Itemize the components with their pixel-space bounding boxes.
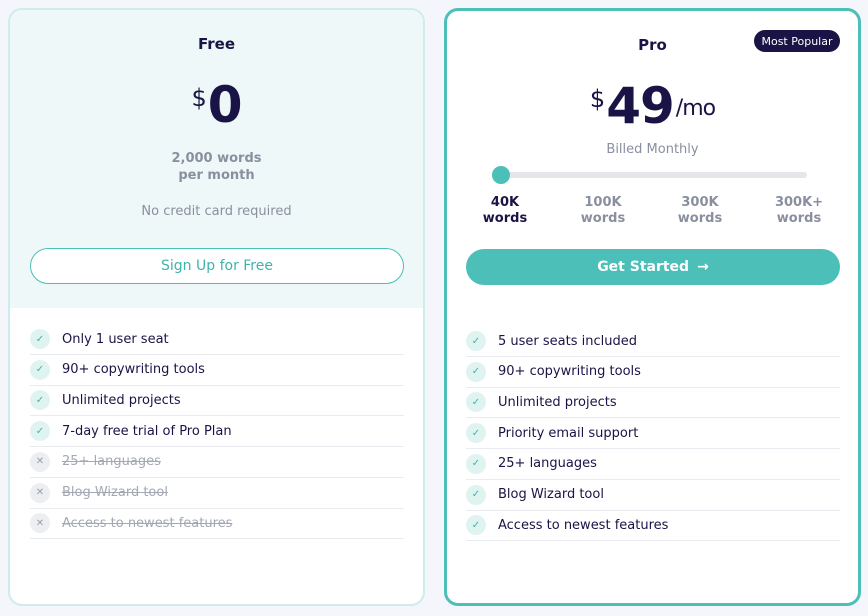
check-icon: ✓ bbox=[30, 421, 50, 442]
check-icon: ✓ bbox=[466, 484, 486, 505]
get-started-button[interactable]: Get Started → bbox=[466, 249, 840, 285]
plan-name: Free bbox=[197, 35, 236, 53]
feature-text: 7-day free trial of Pro Plan bbox=[62, 423, 232, 439]
feature-text: 25+ languages bbox=[62, 454, 161, 470]
option-unit: words bbox=[580, 211, 626, 226]
currency: $ bbox=[191, 84, 206, 112]
period: /mo bbox=[675, 96, 716, 121]
feature-text: Priority email support bbox=[498, 425, 639, 441]
feature-text: 25+ languages bbox=[498, 456, 597, 472]
option-amount: 40K bbox=[490, 195, 520, 210]
option-unit: words bbox=[776, 211, 822, 226]
price-amount: 49 bbox=[606, 77, 675, 135]
billing: Billed Monthly bbox=[606, 142, 699, 157]
plan-name: Pro bbox=[638, 36, 667, 54]
slider-track[interactable] bbox=[497, 172, 807, 178]
check-icon: ✓ bbox=[466, 331, 486, 351]
check-icon: ✓ bbox=[466, 515, 486, 536]
feature-row: ✓ Only 1 user seat bbox=[30, 324, 404, 355]
cross-icon: ✕ bbox=[30, 451, 50, 472]
price: $0 bbox=[10, 76, 423, 134]
feature-text: Only 1 user seat bbox=[62, 331, 169, 347]
feature-row: ✓ 90+ copywriting tools bbox=[466, 357, 840, 388]
word-note: per month bbox=[178, 168, 255, 183]
feature-text: Access to newest features bbox=[498, 517, 669, 533]
feature-row: ✕ Blog Wizard tool bbox=[30, 478, 404, 509]
check-icon: ✓ bbox=[30, 390, 50, 411]
check-icon: ✓ bbox=[30, 329, 50, 349]
sign-up-button[interactable]: Sign Up for Free bbox=[30, 248, 404, 284]
free-plan-card: Free $0 2,000 words per month No credit … bbox=[8, 8, 425, 606]
feature-row: ✕ Access to newest features bbox=[30, 508, 404, 540]
check-icon: ✓ bbox=[466, 453, 486, 474]
feature-row: ✓ Priority email support bbox=[466, 418, 840, 450]
pro-plan-card: Pro Most Popular $49/mo Billed Monthly 4… bbox=[444, 8, 861, 606]
option-amount: 100K bbox=[584, 195, 622, 210]
currency: $ bbox=[589, 85, 605, 113]
slider-option[interactable]: 300K+ words bbox=[759, 195, 839, 227]
button-label: Get Started bbox=[597, 259, 690, 275]
feature-text: 90+ copywriting tools bbox=[498, 364, 641, 380]
check-icon: ✓ bbox=[466, 361, 486, 382]
slider-thumb[interactable] bbox=[492, 166, 510, 184]
option-amount: 300K bbox=[681, 195, 719, 210]
option-unit: words bbox=[677, 211, 723, 226]
feature-text: 90+ copywriting tools bbox=[62, 362, 205, 378]
slider-option[interactable]: 100K words bbox=[563, 195, 643, 227]
cross-icon: ✕ bbox=[30, 513, 50, 534]
arrow-icon: → bbox=[697, 259, 709, 275]
feature-text: Blog Wizard tool bbox=[62, 485, 168, 500]
cross-icon: ✕ bbox=[30, 482, 50, 503]
check-icon: ✓ bbox=[466, 423, 486, 444]
feature-row: ✓ 5 user seats included bbox=[466, 326, 840, 357]
feature-row: ✓ Unlimited projects bbox=[30, 385, 404, 417]
price: $49/mo bbox=[447, 77, 858, 135]
feature-row: ✓ 25+ languages bbox=[466, 449, 840, 480]
feature-text: Access to newest features bbox=[62, 515, 233, 531]
feature-text: 5 user seats included bbox=[498, 333, 637, 349]
feature-text: Unlimited projects bbox=[498, 394, 617, 410]
option-amount: 300K+ bbox=[774, 195, 824, 210]
feature-row: ✓ 7-day free trial of Pro Plan bbox=[30, 416, 404, 448]
feature-text: Blog Wizard tool bbox=[498, 487, 604, 502]
slider-option[interactable]: 40K words bbox=[465, 195, 545, 227]
word-note: 2,000 words bbox=[171, 151, 262, 166]
option-unit: words bbox=[482, 211, 528, 226]
feature-row: ✓ Blog Wizard tool bbox=[466, 480, 840, 511]
price-amount: 0 bbox=[207, 76, 243, 134]
check-icon: ✓ bbox=[30, 359, 50, 380]
subnote: No credit card required bbox=[141, 204, 292, 219]
feature-row: ✓ Access to newest features bbox=[466, 510, 840, 542]
badge: Most Popular bbox=[754, 30, 840, 52]
feature-text: Unlimited projects bbox=[62, 392, 181, 408]
check-icon: ✓ bbox=[466, 392, 486, 413]
feature-row: ✕ 25+ languages bbox=[30, 447, 404, 478]
slider-option[interactable]: 300K words bbox=[660, 195, 740, 227]
feature-row: ✓ Unlimited projects bbox=[466, 387, 840, 419]
feature-row: ✓ 90+ copywriting tools bbox=[30, 355, 404, 386]
